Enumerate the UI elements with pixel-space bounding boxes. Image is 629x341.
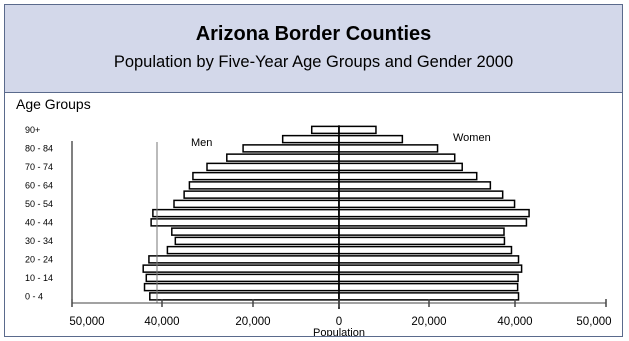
bars-group <box>142 125 530 301</box>
bar-women-0-4 <box>338 292 520 301</box>
y-ticks-group: 0 - 4 10 - 14 20 - 24 30 - 34 40 - 44 50 - 54… <box>25 125 53 302</box>
bar-women-55-59 <box>338 190 504 199</box>
bar-men-90plus <box>310 125 340 135</box>
y-tick-label: 90+ <box>25 125 40 135</box>
y-tick-label: 70 - 74 <box>25 162 53 172</box>
bar-women-40-44 <box>338 218 528 227</box>
y-tick-label: 60 - 64 <box>25 180 53 190</box>
bar-women-35-39 <box>338 227 505 236</box>
bar-men-60-64 <box>188 181 340 190</box>
population-pyramid: 50,000 40,000 20,000 0 20,000 40,000 50,000 0 … <box>25 125 612 336</box>
y-tick-label: 80 - 84 <box>25 143 53 153</box>
chart-subtitle: Population by Five-Year Age Groups and G… <box>113 53 514 71</box>
bar-men-55-59 <box>183 190 340 199</box>
bar-women-80-84 <box>338 144 439 153</box>
bar-women-70-74 <box>338 162 463 172</box>
y-tick-label: 40 - 44 <box>25 217 53 227</box>
legend-men-label: Men <box>191 137 212 149</box>
y-tick-label: 20 - 24 <box>25 254 53 264</box>
x-tick-label: 0 <box>336 316 342 328</box>
bar-men-80-84 <box>242 144 340 153</box>
y-axis-title: Age Groups <box>16 96 91 112</box>
bar-men-50-54 <box>173 199 340 209</box>
bar-men-85-89 <box>281 134 340 144</box>
bar-women-45-49 <box>338 208 530 218</box>
bar-men-70-74 <box>206 162 340 172</box>
bar-men-35-39 <box>171 227 340 236</box>
x-tick-label: 50,000 <box>576 316 611 328</box>
legend-women-label: Women <box>453 132 491 144</box>
bar-men-15-19 <box>142 264 340 273</box>
bar-men-40-44 <box>150 218 340 227</box>
y-tick-label: 30 - 34 <box>25 236 53 246</box>
x-axis-title: Population <box>313 327 365 336</box>
chart-title: Arizona Border Counties <box>195 23 432 45</box>
chart-frame: Arizona Border Counties Population by Fi… <box>4 4 623 337</box>
bar-women-50-54 <box>338 199 516 209</box>
bar-women-25-29 <box>338 245 513 255</box>
bar-women-15-19 <box>338 264 523 273</box>
bar-women-85-89 <box>338 134 404 144</box>
bar-men-45-49 <box>152 208 340 218</box>
bar-men-0-4 <box>149 292 340 301</box>
bar-women-10-14 <box>338 273 519 283</box>
x-ticks-group: 50,000 40,000 20,000 0 20,000 40,000 50,000 <box>69 299 612 328</box>
bar-women-65-69 <box>338 171 478 181</box>
bar-men-30-34 <box>174 236 340 246</box>
bar-men-65-69 <box>192 171 340 181</box>
bar-men-10-14 <box>145 273 340 283</box>
x-tick-label: 20,000 <box>411 316 446 328</box>
y-tick-label: 10 - 14 <box>25 273 53 283</box>
bar-women-90plus <box>338 125 377 135</box>
x-tick-label: 40,000 <box>497 316 532 328</box>
bar-men-75-79 <box>226 153 340 162</box>
y-tick-label: 50 - 54 <box>25 199 53 209</box>
bar-men-25-29 <box>166 245 340 255</box>
x-tick-label: 50,000 <box>69 316 104 328</box>
bar-men-20-24 <box>148 255 340 264</box>
bar-women-5-9 <box>338 282 519 292</box>
bar-women-60-64 <box>338 181 492 190</box>
chart-header: Arizona Border Counties Population by Fi… <box>5 5 622 93</box>
x-tick-label: 40,000 <box>144 316 179 328</box>
x-tick-label: 20,000 <box>235 316 270 328</box>
y-tick-label: 0 - 4 <box>25 291 43 301</box>
bar-women-30-34 <box>338 236 506 246</box>
bar-women-20-24 <box>338 255 520 264</box>
bar-men-5-9 <box>143 282 340 292</box>
bar-women-75-79 <box>338 153 456 162</box>
